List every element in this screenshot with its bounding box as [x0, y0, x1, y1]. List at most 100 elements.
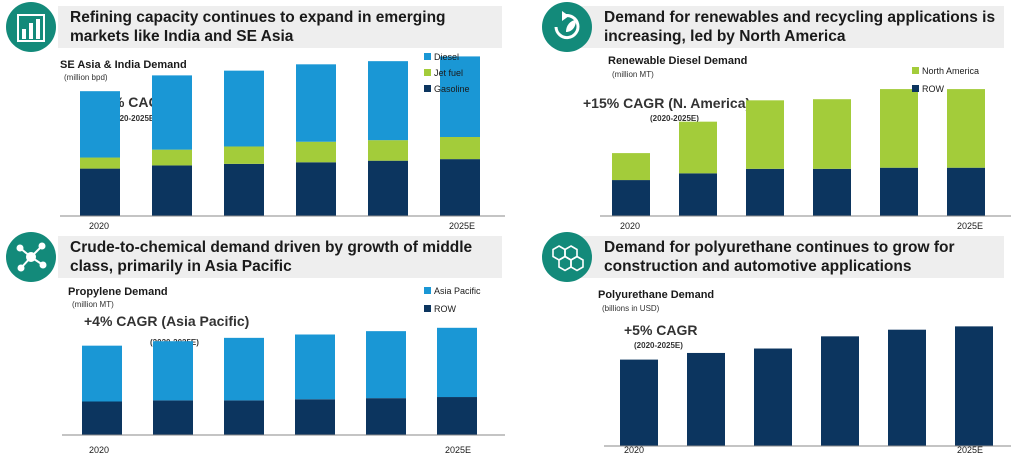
bar-jet-fuel-0	[80, 157, 120, 169]
chart-units: (million bpd)	[64, 73, 108, 82]
chart-se-asia-india-demand: SE Asia & India Demand(million bpd)+5% C…	[60, 52, 505, 229]
bar-diesel-4	[368, 61, 408, 141]
bar-row-5	[947, 167, 985, 216]
bar-diesel-2	[224, 70, 264, 147]
legend-label: ROW	[922, 84, 945, 94]
header-band	[560, 236, 1004, 278]
tick-label: 2020	[620, 221, 640, 229]
bar-row-3	[295, 399, 335, 435]
legend-label: Gasoline	[434, 84, 470, 94]
chart-renewable-diesel-demand: Renewable Diesel Demand (million MT) +15% …	[583, 55, 1011, 229]
tick-label: 2025E	[957, 221, 983, 229]
tick-label: 2020	[89, 221, 109, 229]
header-band	[58, 6, 502, 48]
hexagon-network-icon	[542, 232, 592, 282]
bar-row-2	[224, 400, 264, 435]
legend-swatch	[424, 85, 431, 92]
chart-units: (billions in USD)	[602, 304, 660, 313]
tick-label: 2025E	[445, 445, 471, 455]
cagr-label: +4% CAGR (Asia Pacific)	[84, 313, 249, 329]
bar-gasoline-1	[152, 165, 192, 216]
cagr-label: +5% CAGR	[624, 322, 698, 338]
legend-swatch	[912, 85, 919, 92]
chart-title: Polyurethane Demand	[598, 289, 714, 301]
bar-value-2	[754, 348, 792, 446]
recycle-leaf-icon	[542, 2, 592, 52]
bar-chart-icon	[6, 2, 56, 52]
panel-renewables: Demand for renewables and recycling appl…	[508, 0, 1015, 229]
legend-swatch	[424, 69, 431, 76]
bar-row-1	[679, 173, 717, 216]
chart-units: (million MT)	[72, 300, 114, 309]
header-band	[560, 6, 1004, 48]
bar-row-5	[437, 397, 477, 435]
bar-jet-fuel-4	[368, 140, 408, 161]
bar-gasoline-4	[368, 160, 408, 216]
bar-jet-fuel-5	[440, 137, 480, 160]
bar-row-0	[612, 180, 650, 216]
chart-polyurethane-demand: Polyurethane Demand (billions in USD) +5% …	[598, 289, 1011, 455]
bar-value-4	[888, 329, 926, 446]
chart-title: Propylene Demand	[68, 286, 168, 298]
bar-jet-fuel-2	[224, 146, 264, 164]
bar-value-3	[821, 336, 859, 446]
molecule-icon	[6, 232, 56, 282]
bar-row-3	[813, 168, 851, 216]
bar-asia-pacific-3	[295, 334, 335, 400]
cagr-period: (2020-2025E)	[108, 114, 157, 123]
bar-gasoline-5	[440, 159, 480, 216]
panel-header: Demand for polyurethane continues to gro…	[604, 239, 955, 275]
bar-north-america-5	[947, 89, 985, 168]
legend-label: North America	[922, 66, 979, 76]
tick-label: 2020	[624, 445, 644, 455]
bar-asia-pacific-0	[82, 345, 122, 402]
bar-row-4	[366, 398, 406, 435]
legend-swatch	[424, 287, 431, 294]
bar-diesel-5	[440, 56, 480, 137]
legend-label: Diesel	[434, 52, 459, 62]
panel-header: Crude-to-chemical demand driven by growt…	[70, 239, 473, 275]
bar-asia-pacific-4	[366, 331, 406, 399]
bar-north-america-3	[813, 99, 851, 169]
chart-title: Renewable Diesel Demand	[608, 55, 747, 67]
panel-header: Demand for renewables and recycling appl…	[604, 9, 996, 45]
legend-label: Jet fuel	[434, 68, 463, 78]
bar-north-america-0	[612, 153, 650, 181]
bar-row-0	[82, 401, 122, 435]
bar-gasoline-3	[296, 162, 336, 216]
bar-value-1	[687, 352, 725, 446]
bar-diesel-0	[80, 91, 120, 158]
cagr-period: (2020-2025E)	[650, 114, 699, 123]
panel-header: Refining capacity continues to expand in…	[70, 9, 446, 45]
legend-swatch	[912, 67, 919, 74]
header-band	[58, 236, 502, 278]
bar-asia-pacific-1	[153, 341, 193, 401]
panel-refining: Refining capacity continues to expand in…	[0, 0, 507, 229]
tick-label: 2025E	[957, 445, 983, 455]
bar-north-america-1	[679, 121, 717, 174]
bar-diesel-3	[296, 64, 336, 142]
cagr-label: +15% CAGR (N. America)	[583, 95, 750, 111]
chart-title: SE Asia & India Demand	[60, 59, 187, 71]
bar-jet-fuel-3	[296, 141, 336, 163]
chart-propylene-demand: Propylene Demand (million MT) +4% CAGR (As…	[62, 286, 505, 455]
legend-swatch	[424, 305, 431, 312]
tick-label: 2025E	[449, 221, 475, 229]
bar-north-america-2	[746, 100, 784, 169]
legend-label: Asia Pacific	[434, 286, 481, 296]
chart-units: (million MT)	[612, 70, 654, 79]
bar-row-1	[153, 400, 193, 435]
bar-diesel-1	[152, 75, 192, 150]
bar-asia-pacific-2	[224, 337, 264, 401]
bar-asia-pacific-5	[437, 327, 477, 398]
tick-label: 2020	[89, 445, 109, 455]
bar-row-2	[746, 168, 784, 216]
cagr-period: (2020-2025E)	[634, 341, 683, 350]
bar-value-0	[620, 359, 658, 446]
legend-swatch	[424, 53, 431, 60]
bar-jet-fuel-1	[152, 149, 192, 166]
panel-polyurethane: Demand for polyurethane continues to gro…	[508, 230, 1015, 459]
legend-label: ROW	[434, 304, 457, 314]
bar-north-america-4	[880, 89, 918, 168]
panel-crude-to-chemical: Crude-to-chemical demand driven by growt…	[0, 230, 507, 459]
